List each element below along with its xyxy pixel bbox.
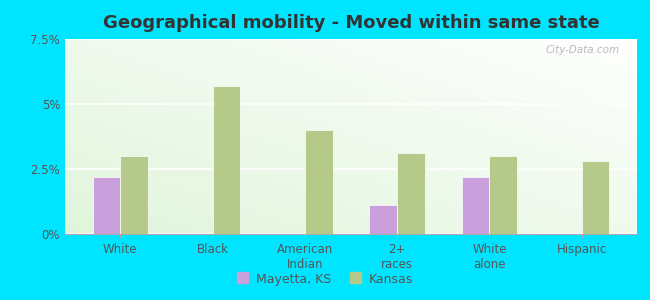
Bar [120, 156, 148, 234]
Title: Geographical mobility - Moved within same state: Geographical mobility - Moved within sam… [103, 14, 599, 32]
Legend: Mayetta, KS, Kansas: Mayetta, KS, Kansas [232, 268, 418, 291]
Bar [397, 153, 425, 234]
Bar [582, 161, 609, 234]
Bar [462, 177, 489, 234]
Bar [305, 130, 333, 234]
Bar [93, 177, 120, 234]
Bar [489, 156, 517, 234]
Bar [369, 206, 397, 234]
Bar [213, 86, 240, 234]
Text: City-Data.com: City-Data.com [546, 45, 620, 55]
